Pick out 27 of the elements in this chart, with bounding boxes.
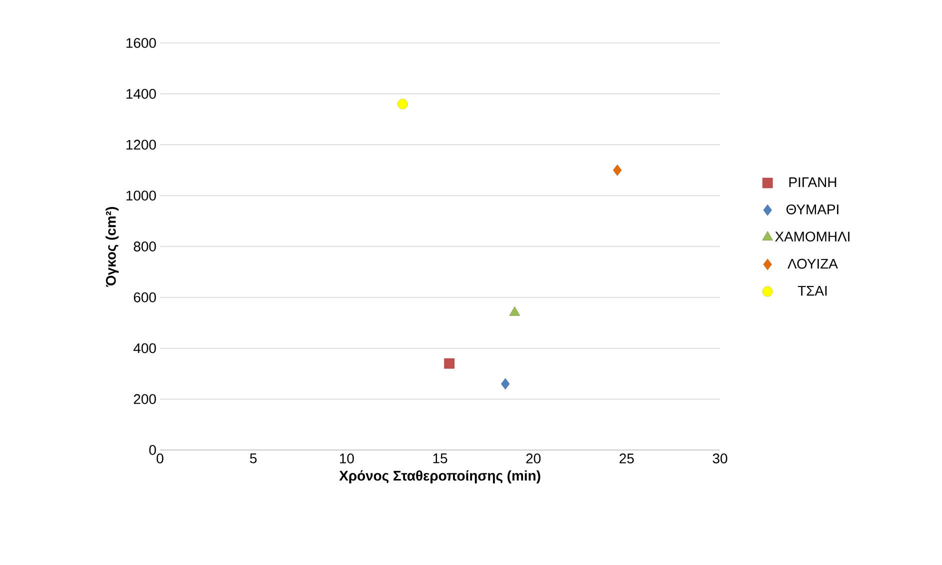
point — [397, 98, 408, 110]
y-tick-label: 800 — [134, 242, 156, 252]
legend-label: ΛΟΥΙΖΑ — [788, 258, 838, 269]
x-tick-label: 20 — [526, 454, 541, 464]
point — [501, 378, 510, 390]
x-axis-title: Χρόνος Σταθεροποίησης (min) — [339, 470, 540, 484]
legend-label: ΧΑΜΟΜΗΛΙ — [775, 232, 850, 242]
legend-label: ΘΥΜΑΡΙ — [786, 204, 838, 214]
x-tick-label: 10 — [340, 454, 354, 464]
y-tick-label: 0 — [149, 445, 156, 455]
y-tick-label: 1400 — [126, 88, 156, 99]
y-tick-label: 200 — [134, 394, 156, 404]
y-tick-label: 1600 — [126, 38, 156, 48]
x-tick-label: 25 — [620, 454, 634, 464]
y-tick-label: 1200 — [126, 140, 156, 150]
x-tick-label: 15 — [433, 454, 448, 464]
y-axis-title: Όγκος (cm²) — [106, 207, 119, 287]
legend-label: ΤΣΑΙ — [798, 286, 827, 296]
x-tick-label: 5 — [250, 454, 257, 464]
x-tick-label: 30 — [712, 454, 728, 464]
y-tick-label: 1000 — [126, 190, 156, 201]
x-tick-label: 0 — [156, 454, 164, 464]
y-tick-label: 400 — [134, 343, 156, 354]
y-tick-label: 600 — [134, 292, 156, 302]
point — [613, 164, 622, 176]
legend-label: ΡΙΓΑΝΗ — [789, 177, 836, 188]
point — [444, 358, 455, 369]
